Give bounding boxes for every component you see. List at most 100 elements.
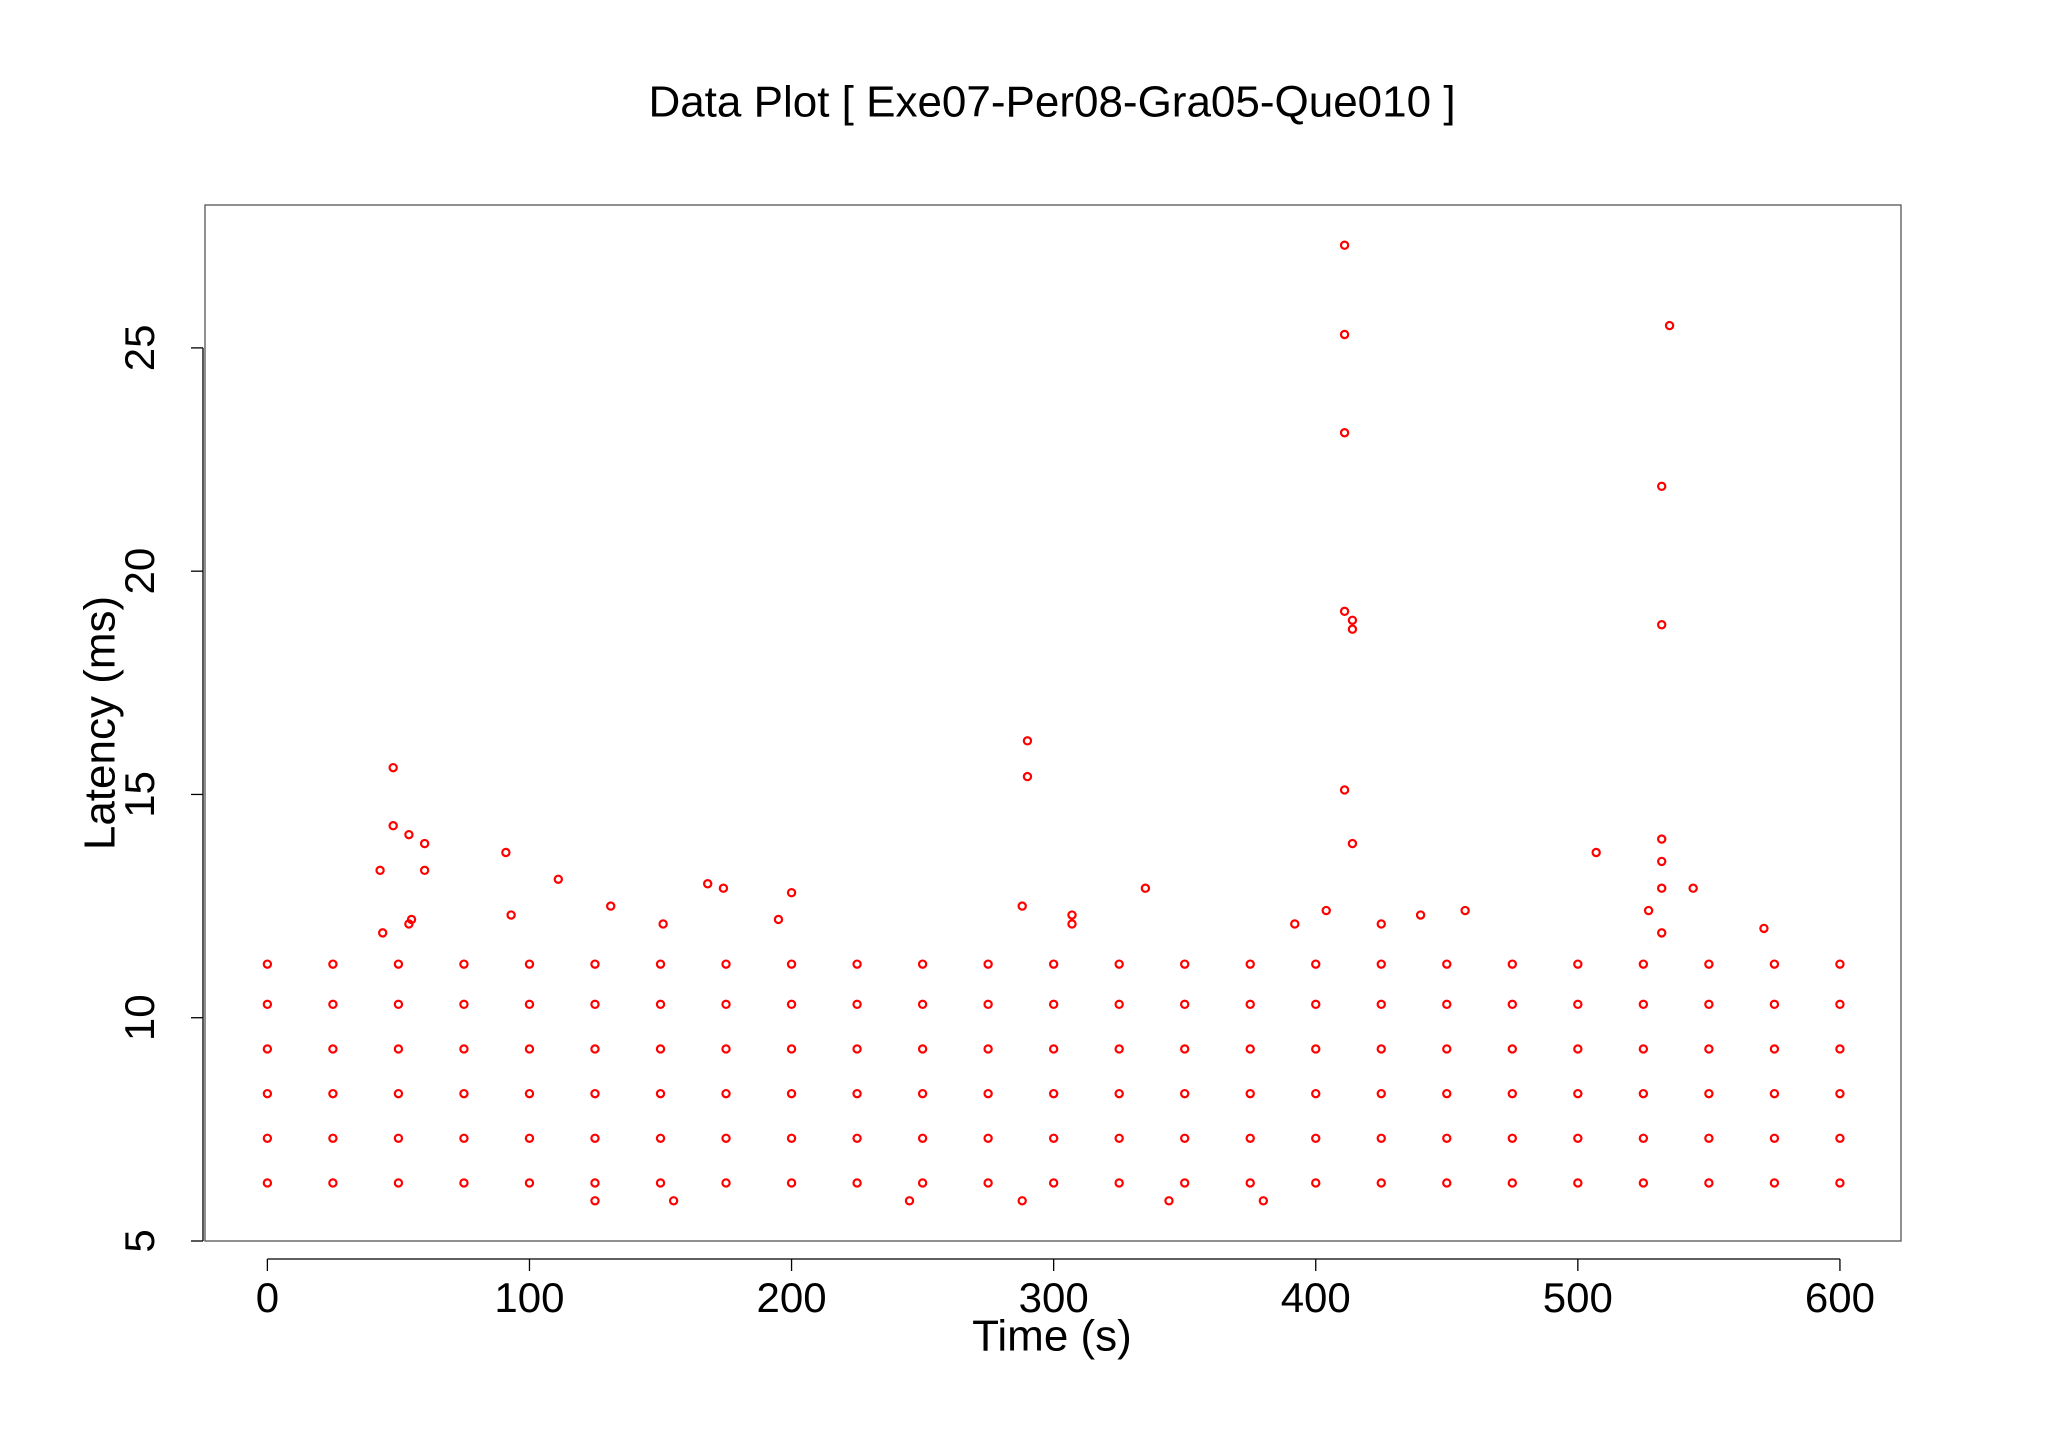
point: [773, 914, 784, 925]
point: [1017, 901, 1027, 911]
point: [1507, 1133, 1518, 1143]
point: [983, 999, 993, 1010]
point: [1835, 959, 1845, 969]
point: [419, 838, 430, 849]
point: [328, 1088, 338, 1099]
point: [1704, 1178, 1714, 1188]
point: [1048, 1088, 1059, 1099]
point: [1140, 883, 1151, 893]
point: [1347, 838, 1358, 849]
point: [721, 1133, 731, 1143]
point: [917, 1044, 928, 1054]
point: [917, 1133, 928, 1143]
point: [1507, 1178, 1518, 1188]
point: [1657, 856, 1667, 867]
point: [721, 1088, 731, 1099]
point: [917, 999, 928, 1010]
point: [328, 999, 338, 1010]
point: [786, 1178, 797, 1188]
point: [1835, 1133, 1845, 1143]
point: [1258, 1196, 1269, 1206]
point: [1290, 919, 1300, 929]
point: [1638, 1133, 1649, 1143]
point: [786, 959, 797, 969]
x-tick-label: 200: [757, 1274, 827, 1321]
point: [1704, 1133, 1714, 1143]
x-axis-label: Time (s): [972, 1312, 1132, 1361]
point: [1376, 1133, 1386, 1143]
point: [1114, 999, 1124, 1010]
point: [1339, 606, 1350, 617]
point: [655, 1088, 666, 1099]
point: [658, 919, 668, 929]
point: [1643, 905, 1654, 916]
point: [459, 1133, 469, 1143]
point: [1657, 620, 1667, 630]
point: [1245, 1178, 1255, 1188]
point: [904, 1196, 915, 1206]
point: [1507, 1044, 1518, 1054]
point: [786, 999, 797, 1010]
point: [1704, 1044, 1714, 1054]
point: [1376, 1088, 1386, 1099]
point: [721, 999, 731, 1010]
y-tick-label: 15: [116, 771, 163, 818]
point: [1769, 1044, 1780, 1054]
point: [404, 919, 414, 929]
y-tick-label: 10: [116, 994, 163, 1041]
point: [1638, 1178, 1649, 1188]
point: [1339, 329, 1350, 340]
point: [1245, 1133, 1255, 1143]
point: [1704, 959, 1714, 969]
point: [606, 901, 616, 911]
point: [393, 959, 404, 969]
point: [506, 910, 516, 920]
point: [553, 874, 564, 884]
point: [655, 999, 666, 1010]
point: [1339, 428, 1350, 438]
point: [721, 1178, 731, 1188]
point: [983, 1088, 993, 1099]
point: [524, 1133, 535, 1143]
point: [459, 959, 469, 969]
point: [1769, 1178, 1780, 1188]
point: [393, 1178, 404, 1188]
point: [1442, 1178, 1452, 1188]
point: [983, 1178, 993, 1188]
point: [590, 1088, 600, 1099]
point: [1688, 883, 1698, 893]
point: [1657, 928, 1667, 938]
point: [1321, 905, 1331, 916]
point: [590, 1044, 600, 1054]
point: [393, 1088, 404, 1099]
x-tick-label: 400: [1281, 1274, 1351, 1321]
point: [1017, 1196, 1027, 1206]
x-tick-label: 300: [1019, 1274, 1089, 1321]
point: [1835, 1178, 1845, 1188]
point: [1769, 959, 1780, 969]
point: [1114, 959, 1124, 969]
point: [1573, 959, 1583, 969]
point: [1164, 1196, 1174, 1206]
point: [262, 1044, 273, 1054]
x-tick-label: 600: [1805, 1274, 1875, 1321]
point: [1311, 999, 1321, 1010]
point: [459, 1088, 469, 1099]
point: [1048, 1133, 1059, 1143]
point: [459, 999, 469, 1010]
x-tick-label: 500: [1543, 1274, 1613, 1321]
point: [1657, 834, 1667, 844]
point: [1638, 959, 1649, 969]
point: [1442, 1133, 1452, 1143]
point: [328, 1133, 338, 1143]
point: [655, 1044, 666, 1054]
point: [655, 1178, 666, 1188]
point: [590, 999, 600, 1010]
point: [1339, 785, 1350, 795]
point: [393, 1044, 404, 1054]
point: [328, 1178, 338, 1188]
point: [1835, 1044, 1845, 1054]
chart-title: Data Plot [ Exe07-Per08-Gra05-Que010 ]: [648, 78, 1455, 127]
point: [375, 865, 385, 876]
